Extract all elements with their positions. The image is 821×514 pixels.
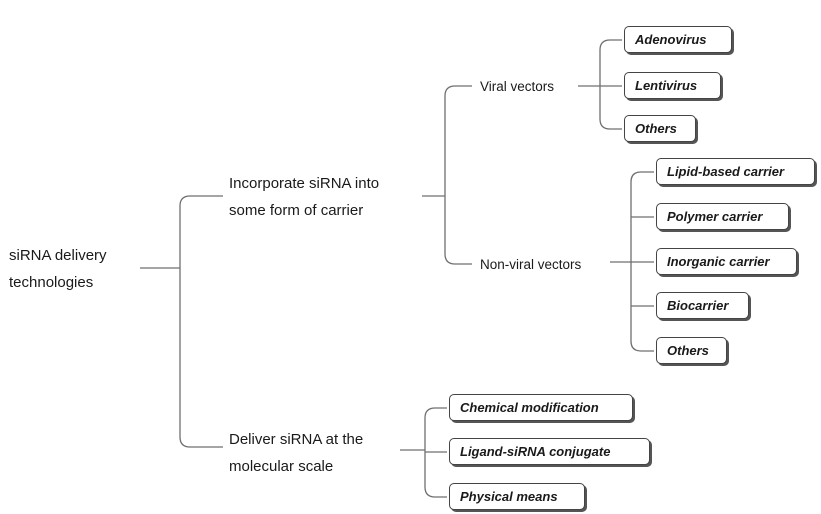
connector-non-viral [610,171,654,352]
leaf-chemical-modification: Chemical modification [449,394,633,421]
connector-carrier [422,85,472,265]
leaf-biocarrier: Biocarrier [656,292,749,319]
branch-carrier-line2: some form of carrier [229,202,364,219]
leaf-lipid-based-carrier: Lipid-based carrier [656,158,815,185]
branch-carrier-line1: Incorporate siRNA into [229,175,380,192]
leaf-inorganic-carrier: Inorganic carrier [656,248,797,275]
branch-carrier: Incorporate siRNA into some form of carr… [229,170,379,224]
root-label-line1: siRNA delivery [9,247,107,264]
viral-vectors-label: Viral vectors [480,79,555,94]
connector-molecular [400,407,447,498]
leaf-adenovirus: Adenovirus [624,26,732,53]
connector-root [140,195,223,448]
root-node: siRNA delivery technologies [9,242,107,296]
branch-molecular-line1: Deliver siRNA at the [229,431,364,448]
leaf-physical-means: Physical means [449,483,585,510]
leaf-polymer-carrier: Polymer carrier [656,203,789,230]
root-label-line2: technologies [9,274,94,291]
leaf-viral-others: Others [624,115,696,142]
branch-molecular-line2: molecular scale [229,458,334,475]
leaf-non-viral-others: Others [656,337,727,364]
leaf-lentivirus: Lentivirus [624,72,721,99]
leaf-ligand-sirna-conjugate: Ligand-siRNA conjugate [449,438,650,465]
connector-viral [578,39,622,130]
non-viral-vectors-label: Non-viral vectors [480,257,582,272]
branch-molecular: Deliver siRNA at the molecular scale [229,426,363,480]
